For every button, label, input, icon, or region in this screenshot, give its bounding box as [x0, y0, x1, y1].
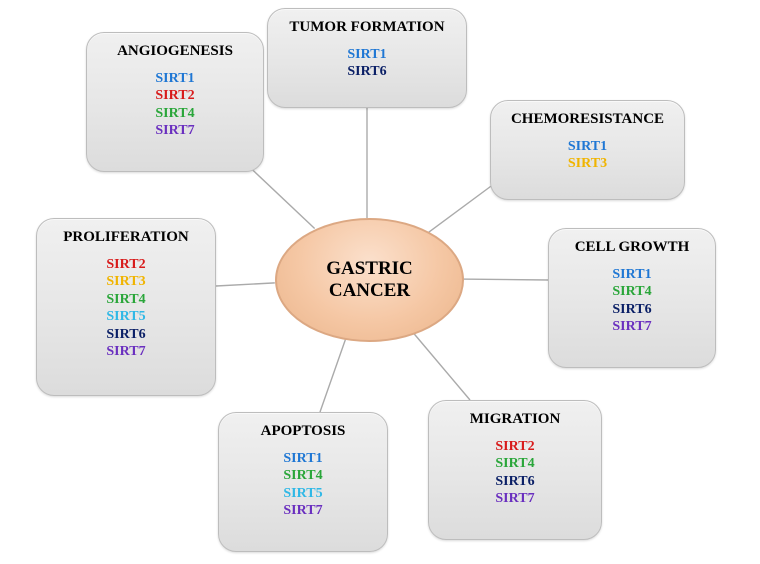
card-title: CHEMORESISTANCE [511, 111, 664, 128]
sirt-label: SIRT2 [106, 256, 145, 274]
diagram-stage: GASTRIC CANCER TUMOR FORMATIONSIRT1SIRT6… [0, 0, 760, 564]
sirt-label: SIRT1 [155, 70, 194, 88]
sirt-label: SIRT6 [347, 63, 386, 81]
hub-label: GASTRIC CANCER [326, 258, 413, 302]
card-tumor_formation: TUMOR FORMATION SIRT1SIRT6 [267, 8, 467, 108]
sirt-label: SIRT6 [612, 301, 651, 319]
card-angiogenesis: ANGIOGENESIS SIRT1SIRT2SIRT4SIRT7 [86, 32, 264, 172]
card-title: MIGRATION [470, 411, 561, 428]
card-apoptosis: APOPTOSIS SIRT1SIRT4SIRT5SIRT7 [218, 412, 388, 552]
sirt-label: SIRT7 [283, 502, 322, 520]
sirt-label: SIRT7 [155, 122, 194, 140]
card-title: TUMOR FORMATION [289, 19, 444, 36]
card-items: SIRT1SIRT6 [347, 46, 386, 81]
card-items: SIRT1SIRT3 [568, 138, 607, 173]
sirt-label: SIRT2 [495, 438, 534, 456]
sirt-label: SIRT3 [106, 273, 145, 291]
card-cell_growth: CELL GROWTH SIRT1SIRT4SIRT6SIRT7 [548, 228, 716, 368]
hub-node: GASTRIC CANCER [275, 218, 464, 342]
card-items: SIRT2SIRT4SIRT6SIRT7 [495, 438, 534, 508]
connector-line [459, 279, 548, 280]
sirt-label: SIRT4 [495, 455, 534, 473]
sirt-label: SIRT4 [612, 283, 651, 301]
sirt-label: SIRT7 [495, 490, 534, 508]
sirt-label: SIRT7 [106, 343, 145, 361]
card-title: PROLIFERATION [63, 229, 189, 246]
sirt-label: SIRT5 [283, 485, 322, 503]
card-migration: MIGRATION SIRT2SIRT4SIRT6SIRT7 [428, 400, 602, 540]
card-title: APOPTOSIS [261, 423, 346, 440]
sirt-label: SIRT4 [283, 467, 322, 485]
sirt-label: SIRT4 [155, 105, 194, 123]
card-items: SIRT1SIRT4SIRT6SIRT7 [612, 266, 651, 336]
card-chemoresistance: CHEMORESISTANCE SIRT1SIRT3 [490, 100, 685, 200]
sirt-label: SIRT1 [283, 450, 322, 468]
connector-line [411, 331, 470, 400]
connector-line [216, 283, 275, 286]
sirt-label: SIRT6 [495, 473, 534, 491]
card-proliferation: PROLIFERATION SIRT2SIRT3SIRT4SIRT5SIRT6SI… [36, 218, 216, 396]
sirt-label: SIRT2 [155, 87, 194, 105]
card-items: SIRT2SIRT3SIRT4SIRT5SIRT6SIRT7 [106, 256, 145, 361]
sirt-label: SIRT5 [106, 308, 145, 326]
sirt-label: SIRT7 [612, 318, 651, 336]
card-items: SIRT1SIRT2SIRT4SIRT7 [155, 70, 194, 140]
sirt-label: SIRT4 [106, 291, 145, 309]
connector-line [320, 337, 346, 412]
card-title: ANGIOGENESIS [117, 43, 233, 60]
sirt-label: SIRT1 [347, 46, 386, 64]
card-title: CELL GROWTH [575, 239, 690, 256]
card-items: SIRT1SIRT4SIRT5SIRT7 [283, 450, 322, 520]
sirt-label: SIRT3 [568, 155, 607, 173]
sirt-label: SIRT6 [106, 326, 145, 344]
sirt-label: SIRT1 [568, 138, 607, 156]
sirt-label: SIRT1 [612, 266, 651, 284]
